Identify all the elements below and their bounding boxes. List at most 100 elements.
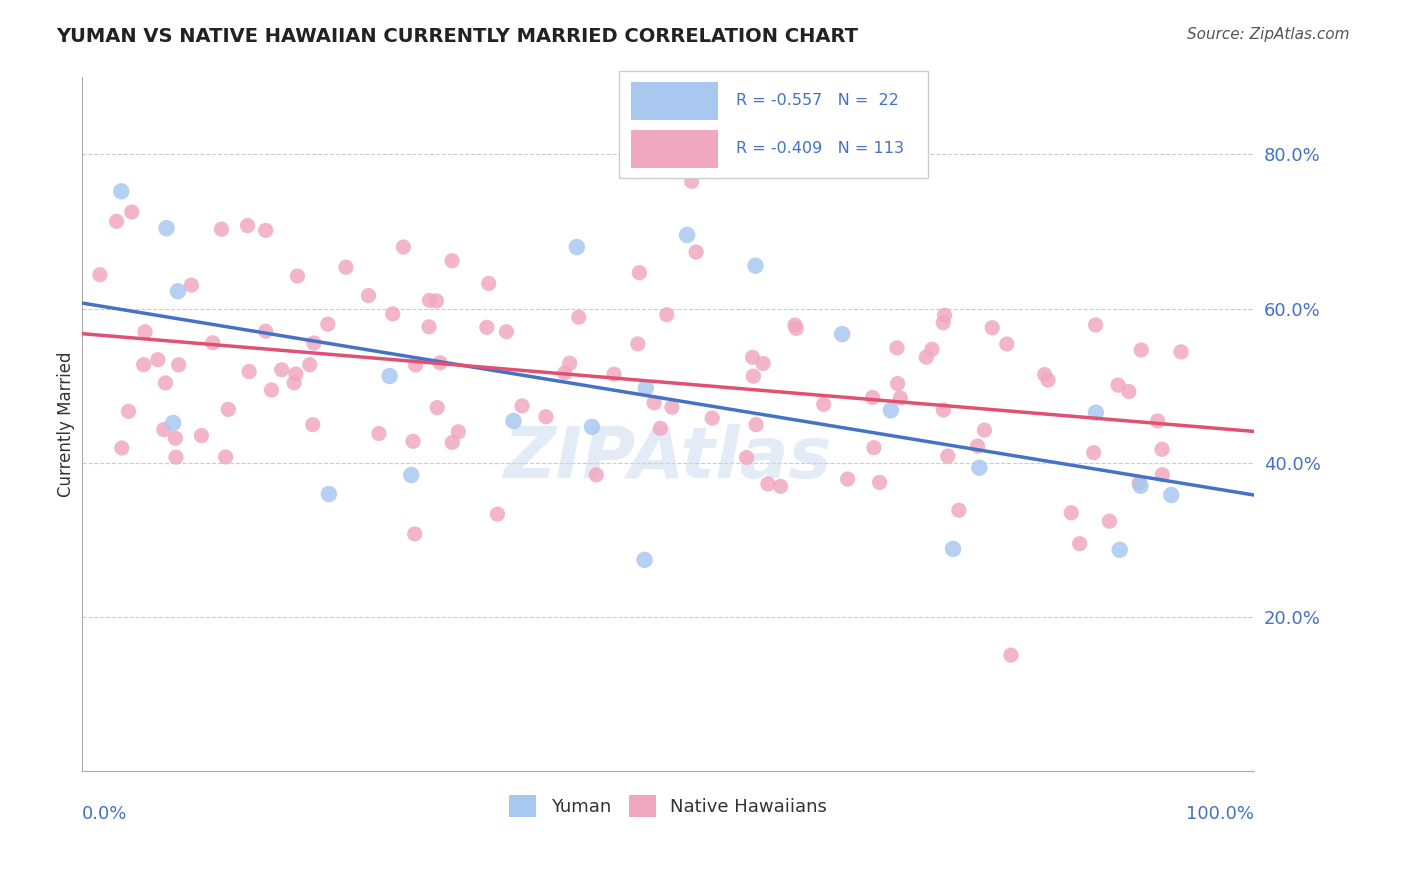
Point: [1084, 406, 1107, 420]
Point: [752, 357, 775, 371]
Point: [634, 381, 657, 395]
Point: [368, 426, 391, 441]
Point: [405, 358, 427, 372]
Point: [1036, 373, 1059, 387]
Point: [627, 337, 650, 351]
Point: [1118, 384, 1140, 399]
Point: [863, 441, 886, 455]
Point: [745, 417, 768, 432]
Point: [165, 450, 187, 464]
Point: [889, 391, 911, 405]
Y-axis label: Currently Married: Currently Married: [58, 351, 75, 497]
Point: [121, 205, 143, 219]
Legend: Yuman, Native Hawaiians: Yuman, Native Hawaiians: [502, 788, 834, 824]
Point: [155, 376, 177, 390]
Point: [655, 308, 678, 322]
Point: [302, 336, 325, 351]
Point: [475, 320, 498, 334]
Point: [934, 308, 956, 322]
Point: [981, 320, 1004, 334]
Point: [1098, 514, 1121, 528]
Point: [932, 316, 955, 330]
Point: [1069, 537, 1091, 551]
Text: Source: ZipAtlas.com: Source: ZipAtlas.com: [1187, 27, 1350, 42]
Point: [357, 288, 380, 302]
Text: R = -0.409   N = 113: R = -0.409 N = 113: [737, 142, 904, 156]
Point: [153, 423, 176, 437]
Point: [869, 475, 891, 490]
Point: [404, 527, 426, 541]
Text: R = -0.557   N =  22: R = -0.557 N = 22: [737, 94, 898, 108]
Bar: [631, 82, 717, 120]
Point: [270, 363, 292, 377]
Point: [1129, 479, 1152, 493]
Point: [995, 337, 1018, 351]
Text: 0.0%: 0.0%: [82, 805, 128, 823]
Point: [155, 221, 177, 235]
Point: [180, 278, 202, 293]
Point: [110, 185, 132, 199]
Point: [633, 553, 655, 567]
Point: [429, 356, 451, 370]
Point: [1128, 475, 1150, 490]
Point: [167, 284, 190, 298]
Point: [162, 416, 184, 430]
Point: [534, 409, 557, 424]
Point: [284, 367, 307, 381]
Point: [381, 307, 404, 321]
Point: [238, 365, 260, 379]
Point: [502, 414, 524, 428]
Point: [165, 431, 187, 445]
Point: [783, 318, 806, 332]
Point: [603, 368, 626, 382]
Point: [568, 310, 591, 325]
Point: [1130, 343, 1153, 357]
Point: [254, 223, 277, 237]
Point: [744, 259, 766, 273]
Point: [1107, 378, 1129, 392]
Point: [1146, 414, 1168, 428]
Point: [89, 268, 111, 282]
Point: [628, 266, 651, 280]
Point: [1152, 467, 1174, 482]
Point: [236, 219, 259, 233]
Point: [969, 460, 991, 475]
Point: [214, 450, 236, 464]
Point: [1170, 344, 1192, 359]
Point: [134, 325, 156, 339]
Point: [486, 507, 509, 521]
Point: [915, 350, 938, 364]
Text: 100.0%: 100.0%: [1187, 805, 1254, 823]
Point: [426, 401, 449, 415]
Point: [813, 397, 835, 411]
Point: [1150, 442, 1173, 457]
Point: [837, 472, 859, 486]
Point: [650, 421, 672, 435]
Point: [1083, 445, 1105, 459]
Point: [1108, 542, 1130, 557]
Point: [886, 341, 908, 355]
Point: [283, 376, 305, 390]
Point: [681, 174, 703, 188]
Point: [201, 335, 224, 350]
Point: [948, 503, 970, 517]
Point: [425, 293, 447, 308]
Point: [260, 383, 283, 397]
Point: [1060, 506, 1083, 520]
Point: [769, 479, 792, 493]
Point: [301, 417, 323, 432]
Point: [316, 317, 339, 331]
Point: [565, 240, 588, 254]
Point: [190, 428, 212, 442]
Point: [447, 425, 470, 439]
Point: [581, 420, 603, 434]
Point: [702, 411, 724, 425]
Point: [335, 260, 357, 275]
Point: [1084, 318, 1107, 332]
Point: [756, 476, 779, 491]
Point: [441, 253, 464, 268]
Point: [1160, 488, 1182, 502]
Point: [880, 403, 903, 417]
Point: [1000, 648, 1022, 662]
Point: [735, 450, 758, 465]
